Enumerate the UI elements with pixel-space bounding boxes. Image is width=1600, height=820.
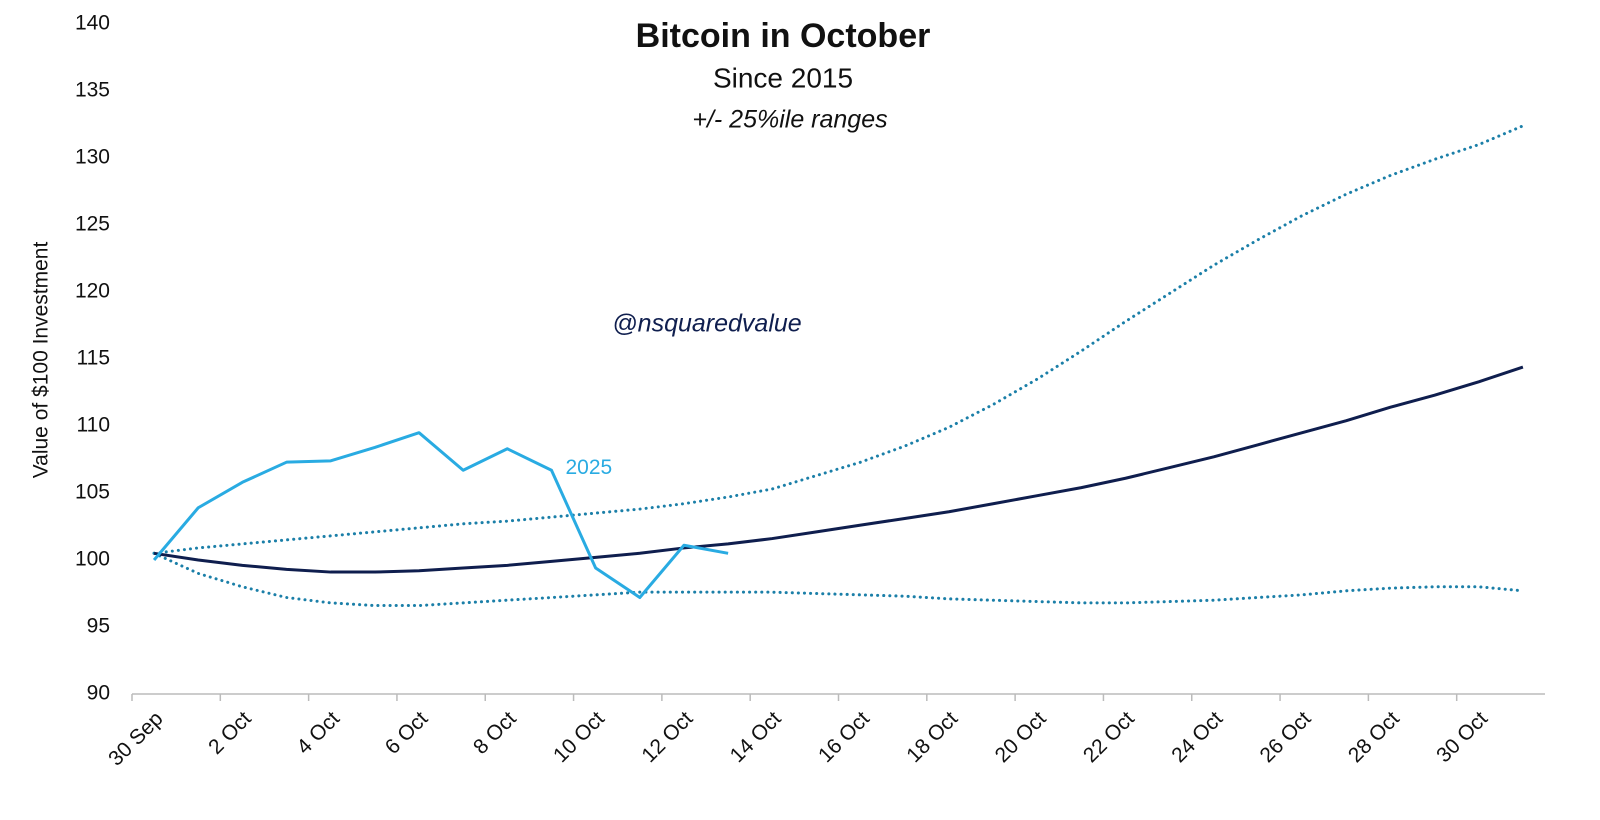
x-tick-label: 28 Oct <box>1344 707 1404 767</box>
x-tick-label: 30 Oct <box>1432 707 1492 767</box>
x-tick-label: 2 Oct <box>204 707 256 759</box>
x-tick-label: 22 Oct <box>1079 707 1139 767</box>
y-tick-label: 100 <box>75 548 110 571</box>
x-tick-label: 14 Oct <box>726 707 786 767</box>
y-tick-label: 125 <box>75 213 110 236</box>
series-line <box>152 551 1525 608</box>
series-line <box>152 124 1525 555</box>
y-tick-label: 90 <box>87 682 110 705</box>
series-line <box>153 365 1524 574</box>
x-tick-label: 8 Oct <box>469 707 521 759</box>
x-tick-label: 18 Oct <box>902 707 962 767</box>
y-tick-label: 110 <box>77 414 110 437</box>
y-tick-label: 120 <box>75 280 110 303</box>
chart-subtitle: Since 2015 <box>713 62 853 93</box>
x-tick-label: 4 Oct <box>292 707 344 759</box>
series-line <box>152 431 729 600</box>
x-tick-label: 6 Oct <box>381 707 433 759</box>
x-tick-label: 30 Sep <box>104 707 167 770</box>
y-tick-label: 105 <box>75 481 110 504</box>
chart-title: Bitcoin in October <box>636 17 931 55</box>
x-tick-label: 24 Oct <box>1167 707 1227 767</box>
x-tick-label: 16 Oct <box>814 707 874 767</box>
y-tick-label: 115 <box>77 347 110 370</box>
y-tick-label: 140 <box>75 12 110 35</box>
annotation: @nsquaredvalue <box>612 310 801 338</box>
y-tick-label: 95 <box>87 615 110 638</box>
x-tick-label: 12 Oct <box>637 707 697 767</box>
y-tick-label: 135 <box>75 79 110 102</box>
y-tick-label: 130 <box>75 146 110 169</box>
y-axis-label: Value of $100 Investment <box>30 242 53 479</box>
x-tick-label: 26 Oct <box>1256 707 1316 767</box>
series-label: 2025 <box>565 456 612 479</box>
x-tick-label: 10 Oct <box>549 707 609 767</box>
chart-note: +/- 25%ile ranges <box>692 106 887 134</box>
x-tick-label: 20 Oct <box>991 707 1051 767</box>
